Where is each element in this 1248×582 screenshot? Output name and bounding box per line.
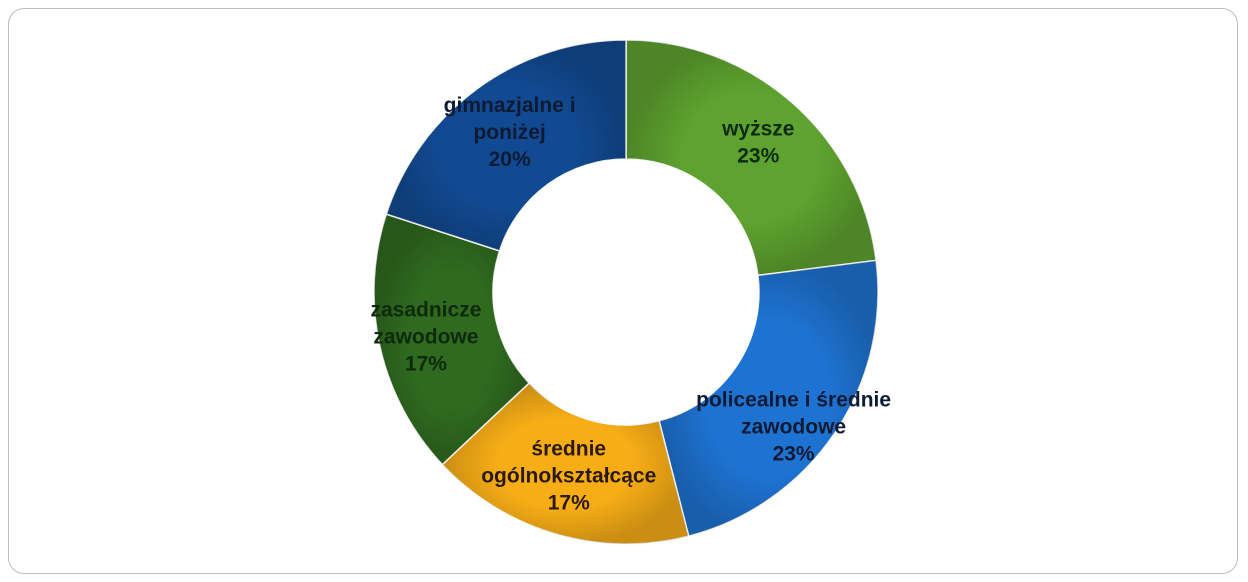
slice-value-label: 20% — [489, 148, 531, 171]
slice-category-label: zasadnicze — [370, 299, 481, 322]
slice-label-0: wyższe 23% — [721, 117, 794, 167]
slice-category-label: zawodowe — [741, 416, 846, 439]
slice-category-label: poniżej — [473, 121, 545, 144]
slice-value-label: 17% — [405, 353, 447, 376]
slice-label-4: gimnazjalne i poniżej 20% — [444, 94, 576, 171]
slice-category-label: wyższe — [721, 117, 794, 140]
slice-shade-0 — [626, 40, 877, 276]
slice-shade-2 — [442, 383, 689, 544]
slice-category-label: gimnazjalne i — [444, 94, 576, 117]
slice-label-3: zasadnicze zawodowe 17% — [370, 299, 481, 376]
donut-slices — [373, 39, 879, 545]
slice-label-1: policealne i średnie zawodowe 23% — [696, 389, 891, 466]
slice-label-2: średnie ogólnokształcące 17% — [481, 437, 656, 514]
slice-shade-3 — [374, 214, 530, 465]
slice-category-label: ogólnokształcące — [481, 464, 656, 487]
slice-category-label: średnie — [531, 437, 606, 460]
donut-labels: wyższe 23% policealne i średnie zawodowe 23%… — [370, 94, 891, 514]
slice-category-label: policealne i średnie — [696, 389, 891, 412]
slice-shade-1 — [659, 260, 878, 537]
slice-value-label: 23% — [737, 144, 779, 167]
slice-value-label: 17% — [548, 491, 590, 514]
slice-shade-4 — [386, 40, 626, 251]
slice-value-label: 23% — [773, 443, 815, 466]
slice-category-label: zawodowe — [373, 326, 478, 349]
